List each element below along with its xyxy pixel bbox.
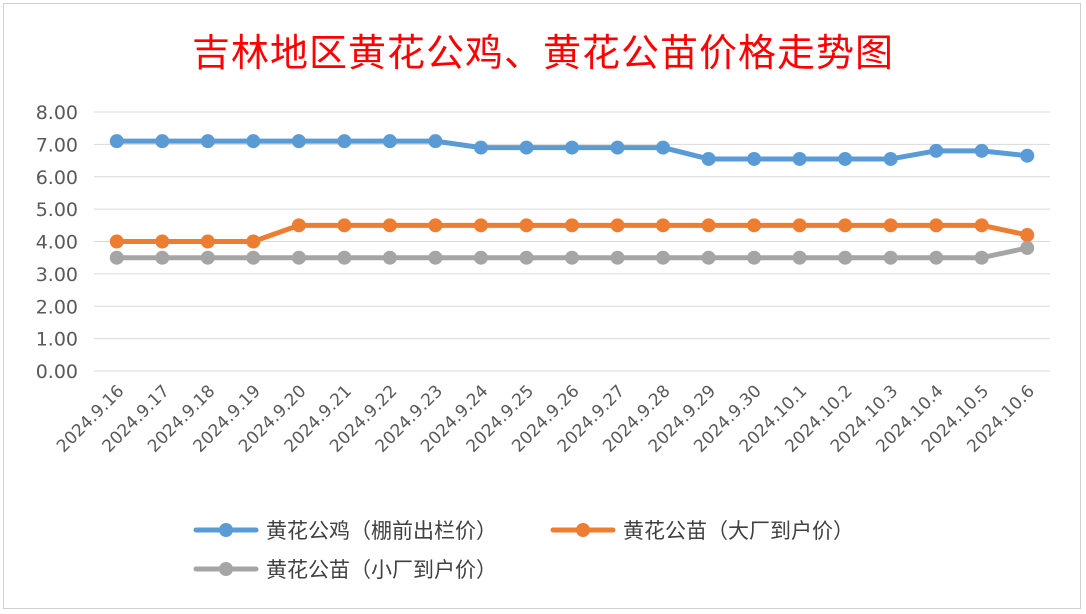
legend-label: 黄花公苗（大厂到户价） — [623, 519, 854, 543]
y-tick-label: 6.00 — [36, 167, 78, 189]
data-point — [155, 250, 170, 265]
data-point — [1020, 240, 1035, 255]
data-point — [382, 218, 397, 233]
data-point — [565, 218, 579, 233]
y-axis: 0.00 1.00 2.00 3.00 4.00 5.00 6.00 7.00 8.00 — [36, 102, 78, 383]
data-point — [428, 134, 443, 149]
data-point — [246, 250, 261, 265]
series-3 — [109, 240, 1035, 265]
y-tick-label: 1.00 — [36, 329, 78, 351]
data-point — [337, 250, 352, 265]
data-point — [519, 140, 534, 155]
y-tick-label: 8.00 — [36, 102, 78, 124]
data-point — [246, 134, 261, 149]
data-point — [701, 151, 716, 166]
data-point — [200, 250, 215, 265]
y-tick-label: 0.00 — [36, 361, 78, 383]
data-point — [291, 134, 306, 149]
data-point — [883, 151, 898, 166]
data-point — [337, 218, 352, 233]
data-point — [519, 250, 534, 265]
data-point — [747, 218, 762, 233]
data-point — [428, 218, 443, 233]
x-axis: 2024.9.162024.9.172024.9.182024.9.192024… — [53, 381, 1039, 456]
data-point — [1020, 228, 1035, 243]
data-point — [929, 143, 944, 158]
data-point — [155, 234, 170, 249]
y-tick-label: 4.00 — [36, 232, 78, 254]
data-point — [610, 140, 625, 155]
data-point — [565, 250, 579, 265]
data-point — [974, 218, 989, 233]
data-point — [382, 134, 397, 149]
data-point — [109, 134, 124, 149]
y-tick-label: 5.00 — [36, 199, 78, 221]
data-point — [200, 234, 215, 249]
y-tick-label: 2.00 — [36, 296, 78, 318]
data-point — [792, 151, 807, 166]
data-point — [701, 250, 716, 265]
data-point — [792, 250, 807, 265]
legend-label: 黄花公鸡（棚前出栏价） — [266, 519, 497, 543]
data-point — [656, 218, 671, 233]
data-point — [974, 250, 989, 265]
legend-entry: 黄花公苗（大厂到户价） — [550, 519, 854, 543]
data-point — [1020, 148, 1035, 163]
data-point — [610, 218, 625, 233]
data-point — [974, 143, 989, 158]
data-point — [428, 250, 443, 265]
y-tick-label: 3.00 — [36, 264, 78, 286]
legend-entry: 黄花公鸡（棚前出栏价） — [193, 519, 497, 543]
data-point — [838, 151, 853, 166]
data-point — [109, 250, 124, 265]
data-point — [473, 140, 488, 155]
data-point — [610, 250, 625, 265]
data-point — [883, 218, 898, 233]
data-point — [747, 151, 762, 166]
legend-swatch-marker — [576, 523, 590, 537]
series-2 — [109, 218, 1035, 249]
series-1 — [109, 134, 1035, 166]
data-point — [883, 250, 898, 265]
legend-entry: 黄花公苗（小厂到户价） — [193, 558, 497, 582]
data-point — [929, 250, 944, 265]
data-point — [473, 250, 488, 265]
legend-swatch-marker — [219, 562, 233, 576]
chart-title: 吉林地区黄花公鸡、黄花公苗价格走势图 — [191, 31, 894, 75]
data-point — [155, 134, 170, 149]
data-point — [838, 218, 853, 233]
data-point — [929, 218, 944, 233]
data-point — [838, 250, 853, 265]
data-point — [291, 250, 306, 265]
data-point — [200, 134, 215, 149]
data-point — [337, 134, 352, 149]
data-point — [656, 140, 671, 155]
series-group — [109, 134, 1035, 265]
data-point — [246, 234, 261, 249]
gridlines — [94, 111, 1050, 372]
data-point — [565, 140, 579, 155]
data-point — [519, 218, 534, 233]
data-point — [656, 250, 671, 265]
data-point — [473, 218, 488, 233]
data-point — [747, 250, 762, 265]
legend-swatch-marker — [219, 523, 233, 537]
legend: 黄花公鸡（棚前出栏价） 黄花公苗（大厂到户价） 黄花公苗（小厂到户价） — [193, 519, 854, 582]
legend-label: 黄花公苗（小厂到户价） — [266, 558, 497, 582]
y-tick-label: 7.00 — [36, 134, 78, 156]
data-point — [291, 218, 306, 233]
data-point — [382, 250, 397, 265]
data-point — [701, 218, 716, 233]
data-point — [109, 234, 124, 249]
data-point — [792, 218, 807, 233]
